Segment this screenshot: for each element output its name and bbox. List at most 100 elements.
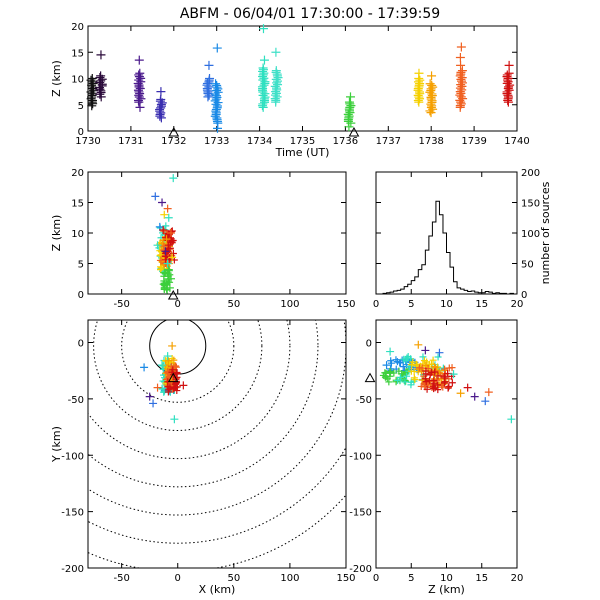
time-height-source [211,79,221,89]
time-height-source [156,87,166,97]
z-y-source [414,340,423,349]
z-y-source [429,356,437,364]
y-tick-label: 15 [71,48,84,59]
x-z-source [163,259,172,268]
time-height-source [96,71,106,81]
x-z-source [164,213,173,222]
x-z-source [153,241,162,250]
time-height-panel-frame [87,25,518,132]
z-y-source [398,370,406,378]
figure-title: ABFM - 06/04/01 17:30:00 - 17:39:59 [180,6,440,22]
x-y-panel-frame [87,319,347,569]
histogram-bars [376,200,517,295]
x-z-source [165,244,174,253]
time-height-source [425,79,435,89]
x-tick-label: 100 [280,573,299,584]
z-y-source [411,376,419,384]
time-height-source [455,53,465,62]
x-tick-label: 0 [175,299,181,310]
x-z-source [165,283,174,292]
z-y-source [444,369,452,377]
x-z-source [168,239,176,247]
x-axis-label: X (km) [199,583,236,596]
x-y-source [168,341,177,350]
z-y-source [434,386,442,394]
x-y-source [168,354,176,362]
x-y-panel: -50 0 50 100 150 -200 -150 -100 -50 0 X (km) Y (km) [50,319,356,596]
x-tick-label: 0 [373,299,379,310]
time-height-source [258,24,268,34]
x-tick-label: 1737 [376,136,401,147]
time-height-source [96,92,106,102]
x-z-source [167,229,176,237]
range-ring [88,320,319,488]
time-height-source [212,80,222,90]
z-y-source [407,378,415,386]
y-tick-label: 15 [71,199,84,210]
y-axis-label: Z (km) [50,60,63,97]
z-y-source [404,353,412,361]
x-tick-label: 1733 [204,136,229,147]
x-tick-label: 1738 [418,136,443,147]
y-tick-label: 200 [521,168,540,179]
x-y-source [173,387,181,395]
x-tick-label: 1736 [333,136,358,147]
x-y-source [170,356,178,364]
x-tick-label: 10 [440,573,453,584]
x-z-source [156,256,165,265]
y-tick-label: 100 [521,229,540,240]
z-y-source [403,372,411,380]
time-height-source [95,73,105,83]
z-y-source [448,379,456,387]
x-z-source [169,249,177,257]
x-y-source [164,357,172,365]
y-tick-label: -100 [349,451,372,462]
x-tick-label: 10 [440,299,453,310]
z-y-panel: 0 5 10 15 20 -200 -150 -100 -50 0 Z (km) [349,319,523,596]
x-y-source [149,399,158,408]
z-y-source [431,368,439,376]
x-y-source [167,362,175,370]
z-y-source [399,363,407,371]
z-y-source [396,376,404,384]
z-y-source [435,348,444,357]
y-tick-label: 150 [521,199,540,210]
z-y-source [456,389,465,398]
station-triangle-icon [364,372,376,383]
x-tick-label: 1735 [290,136,315,147]
x-tick-label: 1734 [247,136,272,147]
time-height-panel: 1730 1731 1732 1733 1734 1735 1736 1737 1738 1739… [50,22,530,159]
z-y-source [386,368,394,376]
y-tick-label: 0 [366,339,372,350]
y-axis-label: Y (km) [50,426,63,463]
z-y-source [419,360,427,368]
z-y-source [444,384,452,392]
x-y-source [170,415,179,424]
x-y-source [153,383,162,392]
z-y-source [463,383,472,392]
time-height-source [205,74,215,83]
time-height-source [87,74,97,83]
x-tick-label: 50 [227,573,240,584]
x-z-source [163,204,172,213]
z-y-source [401,378,409,386]
x-y-source [163,352,172,361]
y-tick-label: 20 [71,168,84,179]
z-y-source [392,378,400,386]
x-z-source [160,242,168,250]
time-height-source [204,60,214,70]
x-z-source [162,222,170,230]
time-height-source [504,60,514,70]
x-z-source [169,174,178,183]
z-y-source [470,392,479,401]
y-tick-label: -150 [61,508,84,519]
x-tick-label: -50 [113,573,129,584]
z-y-source [440,379,448,387]
y-tick-label: -200 [61,564,84,575]
y-tick-label: 0 [78,127,84,138]
z-y-source [386,347,395,356]
time-height-source [271,66,281,76]
x-tick-label: 100 [280,299,299,310]
x-y-source [145,392,154,401]
